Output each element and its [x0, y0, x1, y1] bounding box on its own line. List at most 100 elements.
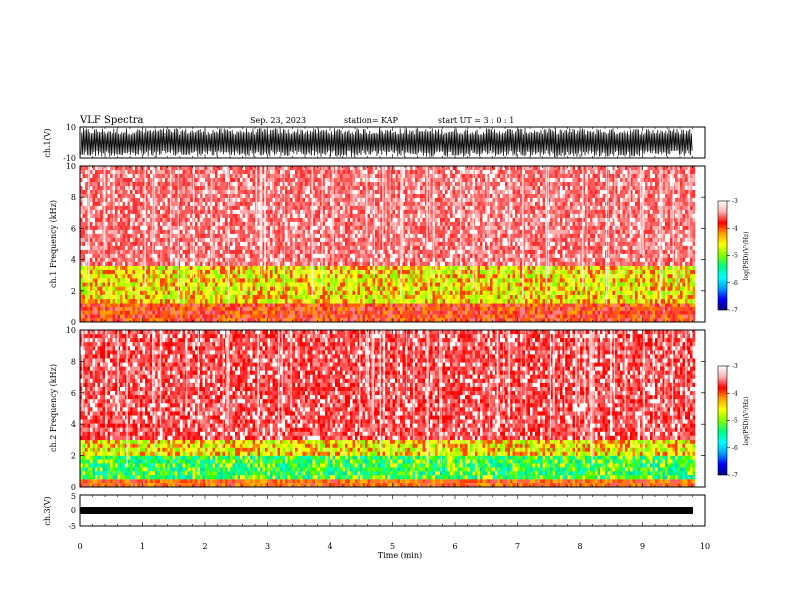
- spectrogram-cell: [482, 314, 486, 319]
- spectrogram-cell: [335, 178, 338, 183]
- spectrogram-cell: [477, 174, 481, 179]
- spectrogram-cell: [452, 307, 456, 311]
- spectrogram-cell: [245, 310, 248, 315]
- spectrogram-cell: [295, 303, 298, 308]
- spectrogram-cell: [90, 178, 93, 183]
- spectrogram-cell: [465, 166, 468, 171]
- spectrogram-cell: [625, 186, 628, 191]
- spectrogram-cell: [540, 295, 543, 300]
- spectrogram-cell: [417, 303, 421, 308]
- spectrogram-cell: [530, 278, 533, 283]
- spectrogram-cell: [665, 182, 668, 187]
- spectrogram-cell: [350, 282, 353, 287]
- spectrogram-cell: [175, 303, 178, 308]
- spectrogram-cell: [82, 190, 86, 195]
- spectrogram-cell: [180, 303, 183, 308]
- spectrogram-cell: [245, 290, 248, 296]
- spectrogram-cell: [267, 174, 271, 179]
- spectrogram-cell: [407, 186, 411, 191]
- spectrogram-cell: [665, 178, 668, 183]
- spectrogram-cell: [535, 314, 538, 319]
- spectrogram-cell: [422, 182, 426, 187]
- spectrogram-cell: [585, 303, 588, 308]
- spectrogram-cell: [535, 170, 538, 175]
- spectrogram-cell: [457, 303, 461, 308]
- spectrogram-cell: [207, 278, 211, 283]
- spectrogram-cell: [517, 286, 521, 291]
- spectrogram-cell: [592, 278, 596, 283]
- spectrogram-cell: [540, 299, 543, 304]
- spectrogram-cell: [280, 166, 283, 171]
- spectrogram-cell: [470, 303, 473, 308]
- ch1-waveform-trace: [80, 127, 693, 158]
- spectrogram-cell: [447, 286, 451, 291]
- spectrogram-cell: [82, 295, 86, 300]
- spectrogram-cell: [155, 190, 158, 195]
- spectrogram-cell: [80, 270, 83, 275]
- spectrogram-cell: [655, 178, 658, 183]
- spectrogram-cell: [422, 174, 426, 179]
- spectrogram-cell: [435, 274, 438, 279]
- spectrogram-cell: [567, 290, 571, 296]
- spectrogram-cell: [347, 282, 351, 287]
- spectrogram-cell: [387, 178, 391, 183]
- spectrogram-cell: [335, 299, 338, 304]
- spectrogram-cell: [657, 274, 661, 279]
- spectrogram-cell: [585, 265, 588, 271]
- spectrogram-cell: [562, 310, 566, 315]
- spectrogram-cell: [240, 314, 243, 319]
- spectrogram-cell: [482, 178, 486, 183]
- spectrogram-cell: [462, 174, 466, 179]
- spectrogram-cell: [372, 274, 376, 279]
- spectrogram-cell: [542, 310, 546, 315]
- spectrogram-cell: [535, 166, 538, 171]
- spectrogram-cell: [407, 265, 411, 271]
- spectrogram-cell: [377, 303, 381, 308]
- spectrogram-cell: [157, 274, 161, 279]
- spectrogram-cell: [692, 166, 696, 171]
- spectrogram-cell: [262, 314, 266, 319]
- spectrogram-cell: [217, 166, 221, 171]
- spectrogram-cell: [292, 307, 296, 311]
- spectrogram-cell: [377, 274, 381, 279]
- spectrogram-cell: [442, 182, 446, 187]
- spectrogram-cell: [410, 278, 413, 283]
- spectrogram-cell: [502, 278, 506, 283]
- spectrogram-cell: [280, 270, 283, 275]
- spectrogram-cell: [370, 270, 373, 275]
- spectrogram-cell: [642, 286, 646, 291]
- spectrogram-cell: [237, 186, 241, 191]
- ch1-ytick-top: 10: [66, 123, 76, 132]
- spectrogram-cell: [97, 295, 101, 300]
- spectrogram-cell: [245, 178, 248, 183]
- spectrogram-cell: [400, 318, 403, 323]
- spectrogram-cell: [565, 278, 568, 283]
- spectrogram-cell: [142, 182, 146, 187]
- spectrogram-cell: [135, 307, 138, 311]
- spectrogram-cell: [630, 182, 633, 187]
- spectrogram-cell: [252, 314, 256, 319]
- spectrogram-cell: [652, 307, 656, 311]
- spectrogram-cell: [117, 286, 121, 291]
- spectrogram-cell: [162, 295, 166, 300]
- spectrogram-cell: [572, 286, 576, 291]
- spectrogram-cell: [375, 278, 378, 283]
- spectrogram-cell: [172, 282, 176, 287]
- spectrogram-cell: [167, 310, 171, 315]
- spectrogram-cell: [360, 303, 363, 308]
- spectrogram-cell: [450, 290, 453, 296]
- spectrogram-cell: [322, 278, 326, 283]
- spectrogram-cell: [97, 290, 101, 296]
- spectrogram-cell: [480, 286, 483, 291]
- spectrogram-cell: [310, 295, 313, 300]
- spectrogram-cell: [420, 286, 423, 291]
- spectrogram-cell: [250, 186, 253, 191]
- spectrogram-cell: [607, 299, 611, 304]
- spectrogram-cell: [537, 282, 541, 287]
- spectrogram-cell: [152, 278, 156, 283]
- spectrogram-cell: [482, 286, 486, 291]
- spectrogram-cell: [87, 295, 91, 300]
- spectrogram-cell: [307, 174, 311, 179]
- spectrogram-cell: [525, 295, 528, 300]
- spectrogram-cell: [137, 282, 141, 287]
